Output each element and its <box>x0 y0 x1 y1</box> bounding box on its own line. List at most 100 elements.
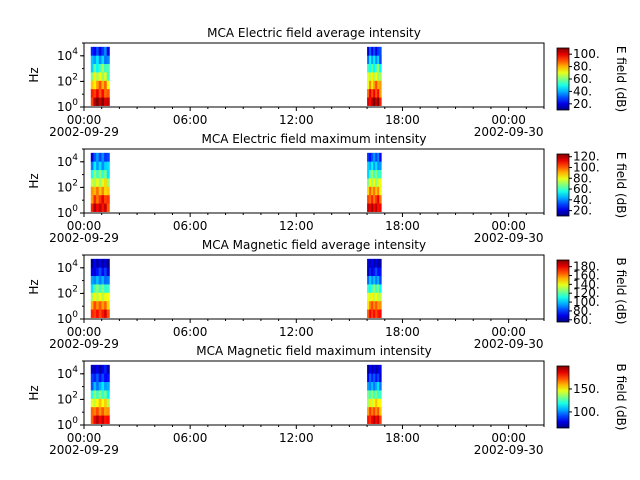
spectrogram-cell <box>369 46 372 56</box>
spectrogram-cell <box>367 186 370 196</box>
spectrogram-cell <box>106 203 110 212</box>
colorbar <box>556 47 570 111</box>
spectrogram-cell <box>104 194 108 204</box>
spectrogram-cell <box>106 373 110 383</box>
spectrogram-cell <box>98 364 102 374</box>
spectrogram-cell <box>369 309 372 318</box>
spectrogram-cell <box>369 292 372 302</box>
spectrogram-cell <box>371 194 374 204</box>
spectrogram-cell <box>101 80 105 90</box>
spectrogram-cell <box>367 390 370 399</box>
spectrogram-cell <box>101 46 105 56</box>
spectrogram-cell <box>371 364 374 374</box>
spectrogram-cell <box>375 55 378 65</box>
spectrogram-cell <box>106 194 110 204</box>
spectrogram-cell <box>369 300 372 310</box>
spectrogram-cell <box>371 203 374 212</box>
spectrogram-cell <box>96 398 100 408</box>
spectrogram-cell <box>104 169 108 179</box>
spectrogram-cell <box>106 390 110 399</box>
x-tick-label: 06:00 <box>173 431 208 445</box>
spectrogram-cell <box>90 406 94 416</box>
spectrogram-cell <box>379 267 382 277</box>
spectrogram-cell <box>375 63 378 73</box>
axes-frame <box>83 42 545 108</box>
y-tick-label: 100 <box>57 310 78 326</box>
spectrogram-cell <box>90 152 94 162</box>
spectrogram-cell <box>101 178 105 187</box>
spectrogram-cell <box>369 398 372 408</box>
spectrogram-cell <box>101 364 105 374</box>
spectrogram-cell <box>93 373 97 383</box>
spectrogram-cell <box>379 186 382 196</box>
spectrogram-cell <box>375 72 378 81</box>
spectrogram-cell <box>377 63 380 73</box>
spectrogram-cell <box>104 55 108 65</box>
spectrogram-cell <box>371 415 374 424</box>
spectrogram-cell <box>373 161 376 171</box>
spectrogram-cell <box>375 97 378 106</box>
spectrogram-cell <box>104 300 108 310</box>
spectrogram-cell <box>371 373 374 383</box>
spectrogram-cell <box>98 258 102 268</box>
spectrogram-cell <box>104 398 108 408</box>
spectrogram-cell <box>377 80 380 90</box>
spectrogram-cell <box>101 415 105 424</box>
spectrogram-cell <box>104 275 108 285</box>
x-date-label: 2002-09-30 <box>474 231 544 245</box>
spectrogram-cell <box>93 194 97 204</box>
spectrogram-cell <box>371 390 374 399</box>
spectrogram-cell <box>373 63 376 73</box>
spectrogram-cell <box>101 194 105 204</box>
spectrogram-cell <box>375 258 378 268</box>
x-date-label: 2002-09-29 <box>49 125 119 139</box>
spectrogram-cell <box>96 203 100 212</box>
spectrogram-cell <box>367 203 370 212</box>
spectrogram-cell <box>367 97 370 106</box>
spectrogram-cell <box>93 364 97 374</box>
spectrogram-cell <box>106 415 110 424</box>
spectrogram-cell <box>367 300 370 310</box>
spectrogram-cell <box>96 194 100 204</box>
spectrogram-cell <box>90 186 94 196</box>
spectrogram-segment <box>367 258 382 318</box>
spectrogram-cell <box>104 309 108 318</box>
spectrogram-cell <box>379 373 382 383</box>
spectrogram-cell <box>90 267 94 277</box>
spectrogram-cell <box>377 373 380 383</box>
spectrogram-cell <box>377 258 380 268</box>
spectrogram-cell <box>96 72 100 81</box>
spectrogram-cell <box>369 169 372 179</box>
spectrogram-cell <box>106 152 110 162</box>
spectrogram-cell <box>371 275 374 285</box>
spectrogram-cell <box>106 186 110 196</box>
colorbar-tick-label: 80. <box>573 304 592 318</box>
spectrogram-cell <box>96 300 100 310</box>
spectrogram-cell <box>371 284 374 293</box>
spectrogram-cell <box>93 55 97 65</box>
spectrogram-cell <box>96 258 100 268</box>
spectrogram-cell <box>98 203 102 212</box>
spectrogram-cell <box>96 284 100 293</box>
spectrogram-cell <box>106 161 110 171</box>
spectrogram-cell <box>98 186 102 196</box>
spectrogram-cell <box>373 292 376 302</box>
spectrogram-cell <box>367 194 370 204</box>
spectrogram-cell <box>106 275 110 285</box>
y-tick-label: 100 <box>57 204 78 220</box>
spectrogram-cell <box>93 97 97 106</box>
spectrogram-cell <box>369 267 372 277</box>
spectrogram-cell <box>369 258 372 268</box>
spectrogram-cell <box>106 292 110 302</box>
x-tick-label: 12:00 <box>279 325 314 339</box>
spectrogram-cell <box>377 169 380 179</box>
spectrogram-cell <box>104 373 108 383</box>
spectrogram-cell <box>367 152 370 162</box>
spectrogram-cell <box>90 309 94 318</box>
spectrogram-cell <box>104 381 108 391</box>
spectrogram-cell <box>379 88 382 98</box>
spectrogram-cell <box>367 381 370 391</box>
colorbar-tick-label: 40. <box>573 193 592 207</box>
spectrogram-cell <box>98 161 102 171</box>
spectrogram-cell <box>90 55 94 65</box>
